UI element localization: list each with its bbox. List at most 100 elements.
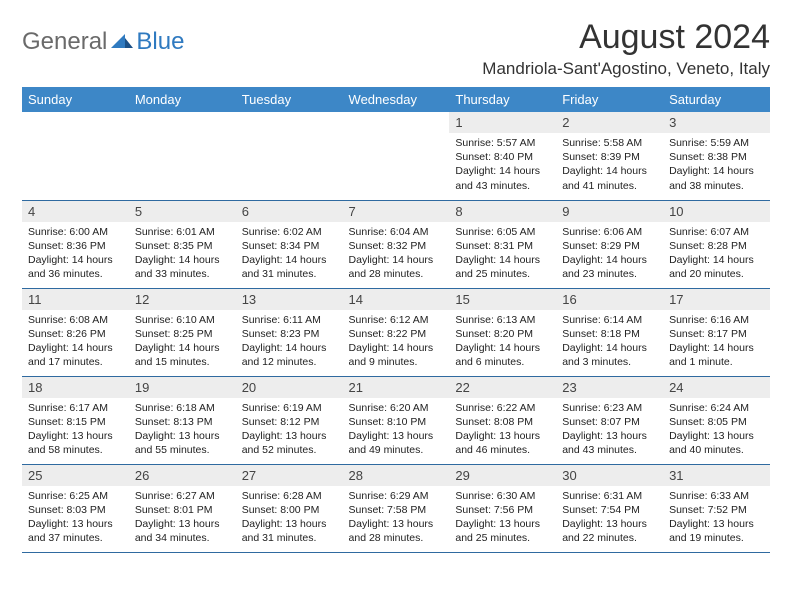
- calendar-table: SundayMondayTuesdayWednesdayThursdayFrid…: [22, 87, 770, 553]
- weekday-header: Saturday: [663, 87, 770, 112]
- calendar-day-cell: 29Sunrise: 6:30 AMSunset: 7:56 PMDayligh…: [449, 464, 556, 552]
- day-number: 7: [343, 201, 450, 222]
- day-number: 6: [236, 201, 343, 222]
- day-details: Sunrise: 6:22 AMSunset: 8:08 PMDaylight:…: [449, 398, 556, 462]
- calendar-day-cell: 20Sunrise: 6:19 AMSunset: 8:12 PMDayligh…: [236, 376, 343, 464]
- calendar-day-cell: 25Sunrise: 6:25 AMSunset: 8:03 PMDayligh…: [22, 464, 129, 552]
- day-number: 28: [343, 465, 450, 486]
- calendar-day-cell: 9Sunrise: 6:06 AMSunset: 8:29 PMDaylight…: [556, 200, 663, 288]
- day-details: Sunrise: 6:18 AMSunset: 8:13 PMDaylight:…: [129, 398, 236, 462]
- day-details: Sunrise: 6:00 AMSunset: 8:36 PMDaylight:…: [22, 222, 129, 286]
- location-text: Mandriola-Sant'Agostino, Veneto, Italy: [482, 59, 770, 79]
- weekday-row: SundayMondayTuesdayWednesdayThursdayFrid…: [22, 87, 770, 112]
- day-details: Sunrise: 6:08 AMSunset: 8:26 PMDaylight:…: [22, 310, 129, 374]
- calendar-day-cell: 15Sunrise: 6:13 AMSunset: 8:20 PMDayligh…: [449, 288, 556, 376]
- day-number: 16: [556, 289, 663, 310]
- day-details: Sunrise: 6:06 AMSunset: 8:29 PMDaylight:…: [556, 222, 663, 286]
- day-number: 8: [449, 201, 556, 222]
- calendar-day-cell: 30Sunrise: 6:31 AMSunset: 7:54 PMDayligh…: [556, 464, 663, 552]
- day-details: Sunrise: 6:29 AMSunset: 7:58 PMDaylight:…: [343, 486, 450, 550]
- day-details: Sunrise: 6:30 AMSunset: 7:56 PMDaylight:…: [449, 486, 556, 550]
- calendar-day-cell: 10Sunrise: 6:07 AMSunset: 8:28 PMDayligh…: [663, 200, 770, 288]
- calendar-day-cell: 18Sunrise: 6:17 AMSunset: 8:15 PMDayligh…: [22, 376, 129, 464]
- calendar-day-cell: 1Sunrise: 5:57 AMSunset: 8:40 PMDaylight…: [449, 112, 556, 200]
- calendar-day-cell: 16Sunrise: 6:14 AMSunset: 8:18 PMDayligh…: [556, 288, 663, 376]
- calendar-day-cell: [22, 112, 129, 200]
- calendar-day-cell: 12Sunrise: 6:10 AMSunset: 8:25 PMDayligh…: [129, 288, 236, 376]
- month-title: August 2024: [482, 18, 770, 57]
- day-number: 29: [449, 465, 556, 486]
- day-number: 30: [556, 465, 663, 486]
- day-number: 11: [22, 289, 129, 310]
- day-details: Sunrise: 6:05 AMSunset: 8:31 PMDaylight:…: [449, 222, 556, 286]
- day-details: Sunrise: 6:23 AMSunset: 8:07 PMDaylight:…: [556, 398, 663, 462]
- page-header: General Blue August 2024 Mandriola-Sant'…: [22, 18, 770, 79]
- calendar-week-row: 4Sunrise: 6:00 AMSunset: 8:36 PMDaylight…: [22, 200, 770, 288]
- logo-triangle-icon: [111, 31, 133, 54]
- title-block: August 2024 Mandriola-Sant'Agostino, Ven…: [482, 18, 770, 79]
- calendar-week-row: 25Sunrise: 6:25 AMSunset: 8:03 PMDayligh…: [22, 464, 770, 552]
- day-number: 21: [343, 377, 450, 398]
- calendar-day-cell: [343, 112, 450, 200]
- day-number: 18: [22, 377, 129, 398]
- day-number: 10: [663, 201, 770, 222]
- day-details: Sunrise: 6:19 AMSunset: 8:12 PMDaylight:…: [236, 398, 343, 462]
- calendar-day-cell: 3Sunrise: 5:59 AMSunset: 8:38 PMDaylight…: [663, 112, 770, 200]
- day-details: Sunrise: 5:57 AMSunset: 8:40 PMDaylight:…: [449, 133, 556, 197]
- calendar-body: 1Sunrise: 5:57 AMSunset: 8:40 PMDaylight…: [22, 112, 770, 552]
- calendar-day-cell: 6Sunrise: 6:02 AMSunset: 8:34 PMDaylight…: [236, 200, 343, 288]
- calendar-day-cell: 26Sunrise: 6:27 AMSunset: 8:01 PMDayligh…: [129, 464, 236, 552]
- calendar-day-cell: 14Sunrise: 6:12 AMSunset: 8:22 PMDayligh…: [343, 288, 450, 376]
- day-details: Sunrise: 6:02 AMSunset: 8:34 PMDaylight:…: [236, 222, 343, 286]
- day-number: 12: [129, 289, 236, 310]
- day-number: 24: [663, 377, 770, 398]
- weekday-header: Monday: [129, 87, 236, 112]
- calendar-day-cell: 27Sunrise: 6:28 AMSunset: 8:00 PMDayligh…: [236, 464, 343, 552]
- weekday-header: Tuesday: [236, 87, 343, 112]
- day-details: Sunrise: 6:13 AMSunset: 8:20 PMDaylight:…: [449, 310, 556, 374]
- calendar-day-cell: 21Sunrise: 6:20 AMSunset: 8:10 PMDayligh…: [343, 376, 450, 464]
- calendar-day-cell: 13Sunrise: 6:11 AMSunset: 8:23 PMDayligh…: [236, 288, 343, 376]
- day-number: 25: [22, 465, 129, 486]
- day-details: Sunrise: 6:01 AMSunset: 8:35 PMDaylight:…: [129, 222, 236, 286]
- calendar-day-cell: 24Sunrise: 6:24 AMSunset: 8:05 PMDayligh…: [663, 376, 770, 464]
- day-details: Sunrise: 6:16 AMSunset: 8:17 PMDaylight:…: [663, 310, 770, 374]
- day-number: 5: [129, 201, 236, 222]
- calendar-day-cell: 28Sunrise: 6:29 AMSunset: 7:58 PMDayligh…: [343, 464, 450, 552]
- day-details: Sunrise: 6:12 AMSunset: 8:22 PMDaylight:…: [343, 310, 450, 374]
- day-details: Sunrise: 5:58 AMSunset: 8:39 PMDaylight:…: [556, 133, 663, 197]
- day-details: Sunrise: 6:04 AMSunset: 8:32 PMDaylight:…: [343, 222, 450, 286]
- weekday-header: Sunday: [22, 87, 129, 112]
- calendar-day-cell: 7Sunrise: 6:04 AMSunset: 8:32 PMDaylight…: [343, 200, 450, 288]
- day-details: Sunrise: 6:14 AMSunset: 8:18 PMDaylight:…: [556, 310, 663, 374]
- day-details: Sunrise: 6:27 AMSunset: 8:01 PMDaylight:…: [129, 486, 236, 550]
- day-number: 22: [449, 377, 556, 398]
- day-details: Sunrise: 6:25 AMSunset: 8:03 PMDaylight:…: [22, 486, 129, 550]
- day-details: Sunrise: 5:59 AMSunset: 8:38 PMDaylight:…: [663, 133, 770, 197]
- calendar-day-cell: [129, 112, 236, 200]
- calendar-week-row: 18Sunrise: 6:17 AMSunset: 8:15 PMDayligh…: [22, 376, 770, 464]
- day-number: 1: [449, 112, 556, 133]
- calendar-day-cell: 5Sunrise: 6:01 AMSunset: 8:35 PMDaylight…: [129, 200, 236, 288]
- day-details: Sunrise: 6:28 AMSunset: 8:00 PMDaylight:…: [236, 486, 343, 550]
- day-number: 13: [236, 289, 343, 310]
- day-details: Sunrise: 6:24 AMSunset: 8:05 PMDaylight:…: [663, 398, 770, 462]
- calendar-week-row: 11Sunrise: 6:08 AMSunset: 8:26 PMDayligh…: [22, 288, 770, 376]
- calendar-day-cell: 2Sunrise: 5:58 AMSunset: 8:39 PMDaylight…: [556, 112, 663, 200]
- calendar-day-cell: 4Sunrise: 6:00 AMSunset: 8:36 PMDaylight…: [22, 200, 129, 288]
- calendar-day-cell: 22Sunrise: 6:22 AMSunset: 8:08 PMDayligh…: [449, 376, 556, 464]
- day-details: Sunrise: 6:07 AMSunset: 8:28 PMDaylight:…: [663, 222, 770, 286]
- day-details: Sunrise: 6:33 AMSunset: 7:52 PMDaylight:…: [663, 486, 770, 550]
- calendar-day-cell: 31Sunrise: 6:33 AMSunset: 7:52 PMDayligh…: [663, 464, 770, 552]
- day-number: 19: [129, 377, 236, 398]
- calendar-day-cell: 23Sunrise: 6:23 AMSunset: 8:07 PMDayligh…: [556, 376, 663, 464]
- day-details: Sunrise: 6:17 AMSunset: 8:15 PMDaylight:…: [22, 398, 129, 462]
- logo-text-1: General: [22, 28, 107, 56]
- day-details: Sunrise: 6:10 AMSunset: 8:25 PMDaylight:…: [129, 310, 236, 374]
- calendar-day-cell: 11Sunrise: 6:08 AMSunset: 8:26 PMDayligh…: [22, 288, 129, 376]
- day-number: 27: [236, 465, 343, 486]
- day-number: 20: [236, 377, 343, 398]
- day-number: 23: [556, 377, 663, 398]
- day-number: 14: [343, 289, 450, 310]
- weekday-header: Wednesday: [343, 87, 450, 112]
